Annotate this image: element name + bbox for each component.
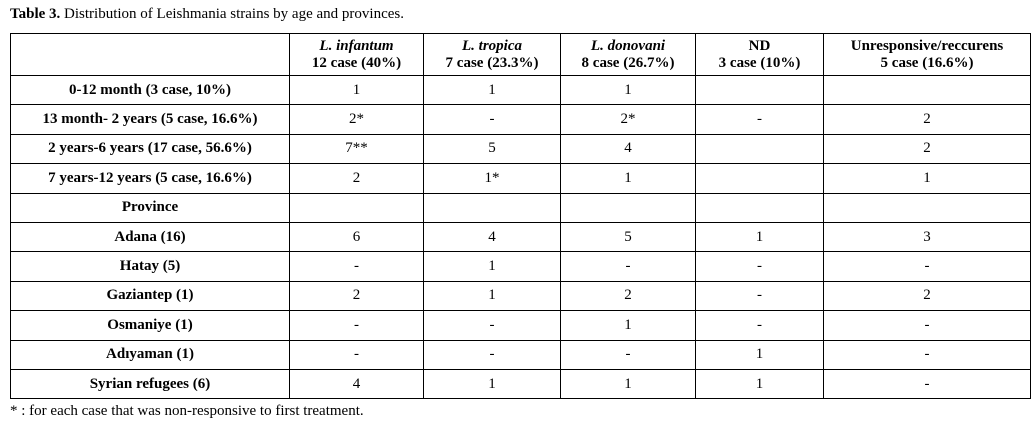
- column-header-count: 3 case (10%): [718, 54, 801, 71]
- table-cell: 1: [423, 251, 561, 282]
- table-cell: 1: [423, 368, 561, 400]
- table-cell: 2: [823, 104, 1031, 135]
- table-cell: -: [823, 368, 1031, 400]
- row-label: Adana (16): [10, 221, 290, 253]
- row-label: 0-12 month (3 case, 10%): [10, 74, 290, 106]
- table-cell: 1: [695, 368, 824, 400]
- table-cell: -: [423, 310, 561, 341]
- table-cell: -: [695, 280, 824, 312]
- column-header-name: L. donovani: [590, 37, 666, 54]
- table-row: 0-12 month (3 case, 10%) 1 1 1: [10, 74, 1031, 106]
- table-cell: -: [695, 104, 824, 135]
- table-row: Adıyaman (1) - - -1-: [10, 339, 1031, 370]
- table-row: 2 years-6 years (17 case, 56.6%) 7** 5 4 2: [10, 133, 1031, 165]
- table-cell: 4: [560, 133, 696, 165]
- table-cell: 5: [423, 133, 561, 165]
- table-cell: [823, 74, 1031, 106]
- table-row: Syrian refugees (6) 4 1 1 1-: [10, 368, 1031, 400]
- table-cell: 1: [423, 280, 561, 312]
- table-cell: -: [823, 339, 1031, 370]
- table-row: Gaziantep (1) 2 1 2-2: [10, 280, 1031, 312]
- table-cell: 2: [289, 163, 424, 194]
- table-row: Hatay (5) -1- - -: [10, 251, 1031, 282]
- table-cell: 7**: [289, 133, 424, 165]
- row-label: Syrian refugees (6): [10, 368, 290, 400]
- column-header-name: ND: [748, 37, 771, 54]
- column-header: L. tropica 7 case (23.3%): [423, 33, 561, 76]
- table-caption-text: Distribution of Leishmania strains by ag…: [64, 6, 404, 22]
- table-row: Adana (16) 6 4 5 1 3: [10, 221, 1031, 253]
- column-header-count: 7 case (23.3%): [445, 54, 539, 71]
- column-header-name: Unresponsive/reccurens: [850, 37, 1004, 54]
- table-cell: -: [823, 251, 1031, 282]
- table-cell: [823, 192, 1031, 223]
- table-cell: 2*: [289, 104, 424, 135]
- column-header: Unresponsive/reccurens 5 case (16.6%): [823, 33, 1031, 76]
- column-header-count: 12 case (40%): [311, 54, 402, 71]
- table-cell: 1: [695, 339, 824, 370]
- table-cell: 3: [823, 221, 1031, 253]
- table-cell: 1: [695, 221, 824, 253]
- table-cell: -: [695, 310, 824, 341]
- table-cell: -: [560, 339, 696, 370]
- table-cell: [695, 192, 824, 223]
- table-cell: 2: [289, 280, 424, 312]
- table-cell: 4: [289, 368, 424, 400]
- table-cell: [695, 163, 824, 194]
- column-header-name: L. infantum: [319, 37, 394, 54]
- table-cell: 1*: [423, 163, 561, 194]
- row-label: Hatay (5): [10, 251, 290, 282]
- table-cell: 1: [823, 163, 1031, 194]
- table-cell: 1: [560, 310, 696, 341]
- table-cell: 5: [560, 221, 696, 253]
- table-row: Province: [10, 192, 1031, 223]
- row-label: Osmaniye (1): [10, 310, 290, 341]
- table-cell: -: [289, 310, 424, 341]
- column-header-name: L. tropica: [462, 37, 522, 54]
- table-cell: 1: [289, 74, 424, 106]
- table-cell: 2: [560, 280, 696, 312]
- table-row: 13 month- 2 years (5 case, 16.6%) 2* -2* -2: [10, 104, 1031, 135]
- table-cell: 4: [423, 221, 561, 253]
- column-header: L. infantum 12 case (40%): [289, 33, 424, 76]
- table-cell: 1: [560, 368, 696, 400]
- leishmania-distribution-table: L. infantum 12 case (40%) L. tropica 7 case…: [10, 33, 1031, 400]
- header-row: L. infantum 12 case (40%) L. tropica 7 case…: [10, 33, 1031, 76]
- table-caption-label: Table 3.: [10, 6, 61, 22]
- table-cell: [560, 192, 696, 223]
- table-cell: 1: [560, 163, 696, 194]
- table-cell: 2*: [560, 104, 696, 135]
- table-footnote: * : for each case that was non-responsiv…: [10, 403, 364, 419]
- table-cell: 6: [289, 221, 424, 253]
- table-cell: -: [823, 310, 1031, 341]
- row-label: 7 years-12 years (5 case, 16.6%): [10, 163, 290, 194]
- table-caption: Table 3. Distribution of Leishmania stra…: [10, 5, 404, 23]
- table-cell: [423, 192, 561, 223]
- table-cell: [695, 133, 824, 165]
- row-label: 2 years-6 years (17 case, 56.6%): [10, 133, 290, 165]
- table-cell: -: [423, 104, 561, 135]
- table-cell: 1: [560, 74, 696, 106]
- table-cell: -: [423, 339, 561, 370]
- table-row: 7 years-12 years (5 case, 16.6%) 2 1* 1 1: [10, 163, 1031, 194]
- table-cell: 1: [423, 74, 561, 106]
- table-cell: -: [289, 251, 424, 282]
- row-label: Adıyaman (1): [10, 339, 290, 370]
- header-corner-cell: [10, 33, 290, 76]
- table-cell: -: [695, 251, 824, 282]
- table-cell: -: [289, 339, 424, 370]
- table-row: Osmaniye (1) - -1- -: [10, 310, 1031, 341]
- column-header: ND 3 case (10%): [695, 33, 824, 76]
- column-header-count: 8 case (26.7%): [581, 54, 675, 71]
- column-header-count: 5 case (16.6%): [880, 54, 974, 71]
- table-cell: -: [560, 251, 696, 282]
- table-cell: 2: [823, 280, 1031, 312]
- row-label: Province: [10, 192, 290, 223]
- row-label: Gaziantep (1): [10, 280, 290, 312]
- column-header: L. donovani 8 case (26.7%): [560, 33, 696, 76]
- table-cell: [695, 74, 824, 106]
- table-cell: 2: [823, 133, 1031, 165]
- row-label: 13 month- 2 years (5 case, 16.6%): [10, 104, 290, 135]
- table-cell: [289, 192, 424, 223]
